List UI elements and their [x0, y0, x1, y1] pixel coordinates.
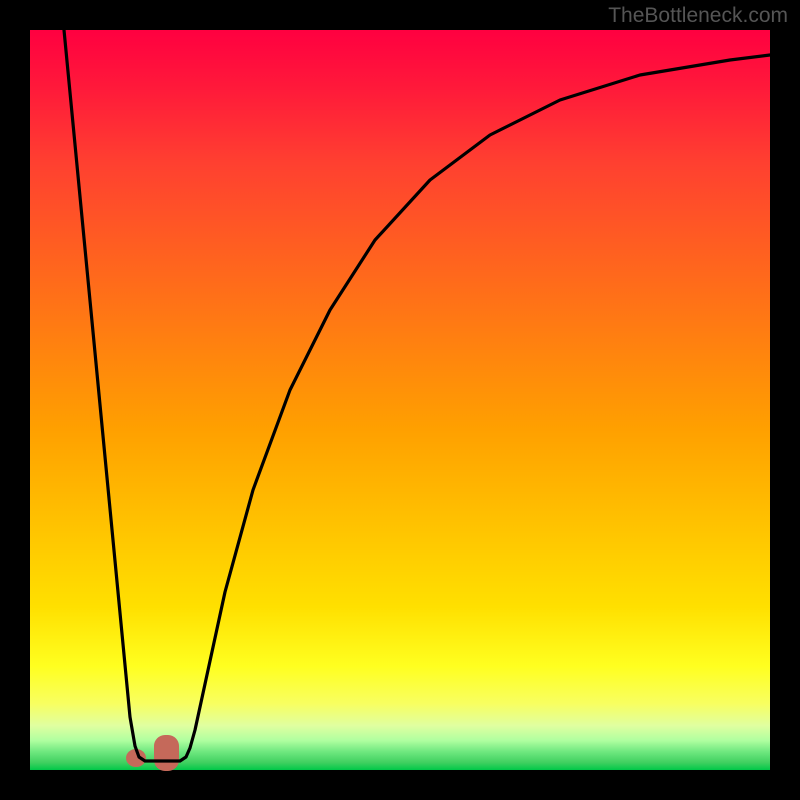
plot-background [30, 30, 770, 770]
watermark-text: TheBottleneck.com [608, 4, 788, 28]
bottleneck-chart [0, 0, 800, 800]
chart-container: TheBottleneck.com [0, 0, 800, 800]
marker-1 [154, 735, 179, 771]
